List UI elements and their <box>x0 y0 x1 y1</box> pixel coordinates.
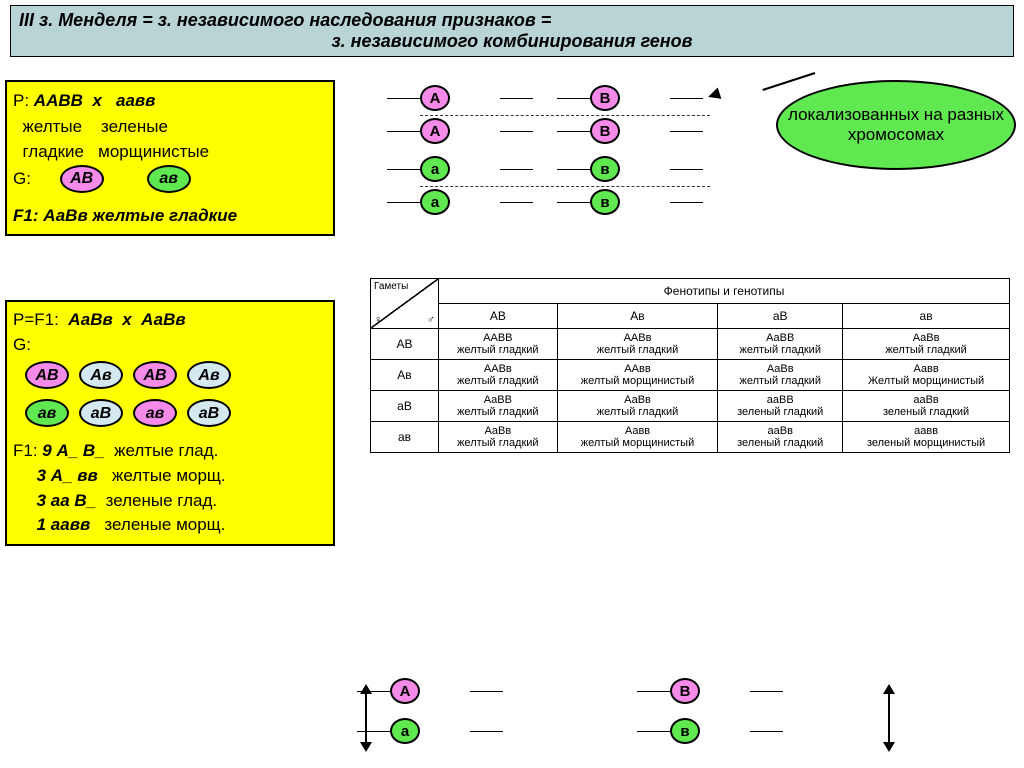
punnett-cell: Ааввжелтый морщинистый <box>557 422 718 453</box>
punnett-cell: ааввзеленый морщинистый <box>843 422 1010 453</box>
ratio1p: желтые глад. <box>114 441 218 460</box>
p-label: P: <box>13 91 29 110</box>
gam-r2-1: аВ <box>79 399 123 427</box>
punnett-cell: АаВВжелтый гладкий <box>439 391 558 422</box>
col-hdr: аВ <box>718 304 843 329</box>
gamete-ab: ав <box>147 165 191 193</box>
gam-r2-3: аВ <box>187 399 231 427</box>
ratio2: 3 А_ вв <box>37 466 98 485</box>
ph1b: зеленые <box>101 117 168 136</box>
gam-r1-0: АВ <box>25 361 69 389</box>
ratio1: 9 А_ В_ <box>42 441 104 460</box>
bc-A: А <box>390 678 420 704</box>
chrom-A2: А <box>420 118 450 144</box>
pf1-label: P=F1: <box>13 310 59 329</box>
header-banner: III з. Менделя = з. независимого наследо… <box>10 5 1014 57</box>
bc-b: в <box>670 718 700 744</box>
punnett-cell: АаВвжелтый гладкий <box>557 391 718 422</box>
gam-r1-2: АВ <box>133 361 177 389</box>
chrom-a1: а <box>420 156 450 182</box>
punnett-cell: ААВвжелтый гладкий <box>439 360 558 391</box>
chrom-A1: А <box>420 85 450 111</box>
chromosome-diagram-top: А В А В а в а в <box>420 85 710 219</box>
gamete-AB: АВ <box>60 165 104 193</box>
pf1-g1: АаВв <box>68 310 112 329</box>
ratio3: 3 аа В_ <box>37 491 97 510</box>
cross2-box: P=F1: АаВв х АаВв G: АВ Ав АВ Ав ав аВ а… <box>5 300 335 546</box>
corner-female: ♀ <box>374 314 382 326</box>
ratio3p: зеленые глад. <box>106 491 218 510</box>
punnett-cell: ААввжелтый морщинистый <box>557 360 718 391</box>
corner-male: ♂ <box>427 314 435 326</box>
punnett-cell: ааВвзеленый гладкий <box>718 422 843 453</box>
p1-geno: ААВВ <box>34 91 83 110</box>
chromosome-diagram-bottom: А В а в <box>390 678 910 758</box>
punnett-cell: АаввЖелтый морщинистый <box>843 360 1010 391</box>
g2-label: G: <box>13 333 327 358</box>
g-label: G: <box>13 166 31 192</box>
gam-r1-3: Ав <box>187 361 231 389</box>
pf1-g2: АаВв <box>141 310 185 329</box>
punnett-cell: ААВвжелтый гладкий <box>557 329 718 360</box>
row-hdr: АВ <box>371 329 439 360</box>
gam-r2-2: ав <box>133 399 177 427</box>
row-hdr: ав <box>371 422 439 453</box>
chrom-b1: в <box>590 156 620 182</box>
punnett-cell: АаВвжелтый гладкий <box>843 329 1010 360</box>
pheno-header: Фенотипы и генотипы <box>439 279 1010 304</box>
gam-r2-0: ав <box>25 399 69 427</box>
gam-r1-1: Ав <box>79 361 123 389</box>
ph2b: морщинистые <box>98 142 209 161</box>
ratio2p: желтые морщ. <box>112 466 226 485</box>
chrom-B1: В <box>590 85 620 111</box>
punnett-cell: ААВВжелтый гладкий <box>439 329 558 360</box>
p2-geno: аавв <box>116 91 155 110</box>
chrom-B2: В <box>590 118 620 144</box>
f1-result: F1: АаВв желтые гладкие <box>13 203 327 229</box>
ph1a: желтые <box>22 117 82 136</box>
bc-B: В <box>670 678 700 704</box>
chrom-a2: а <box>420 189 450 215</box>
chrom-b2: в <box>590 189 620 215</box>
ph2a: гладкие <box>22 142 84 161</box>
header-line2: з. независимого комбинирования генов <box>19 31 1005 52</box>
col-hdr: ав <box>843 304 1010 329</box>
punnett-cell: ааВВзеленый гладкий <box>718 391 843 422</box>
punnett-square: Гаметы ♂ ♀ Фенотипы и генотипы АВАваВав … <box>370 278 1010 453</box>
ratio4p: зеленые морщ. <box>104 515 225 534</box>
pf1-x: х <box>122 310 131 329</box>
row-hdr: аВ <box>371 391 439 422</box>
cross1-box: P: ААВВ х аавв желтые зеленые гладкие мо… <box>5 80 335 236</box>
cross-x: х <box>92 91 101 110</box>
ratio4: 1 аавв <box>37 515 91 534</box>
corner-gametes: Гаметы <box>374 281 408 292</box>
col-hdr: Ав <box>557 304 718 329</box>
double-arrow-left <box>365 688 367 748</box>
header-line1: III з. Менделя = з. независимого наследо… <box>19 10 1005 31</box>
punnett-cell: АаВвжелтый гладкий <box>439 422 558 453</box>
col-hdr: АВ <box>439 304 558 329</box>
punnett-cell: АаВВжелтый гладкий <box>718 329 843 360</box>
f-label: F1: <box>13 441 38 460</box>
punnett-cell: АаВвжелтый гладкий <box>718 360 843 391</box>
row-hdr: Ав <box>371 360 439 391</box>
punnett-cell: ааВвзеленый гладкий <box>843 391 1010 422</box>
bc-a: а <box>390 718 420 744</box>
chromosome-badge: локализованных на разных хромосомах <box>776 80 1016 170</box>
